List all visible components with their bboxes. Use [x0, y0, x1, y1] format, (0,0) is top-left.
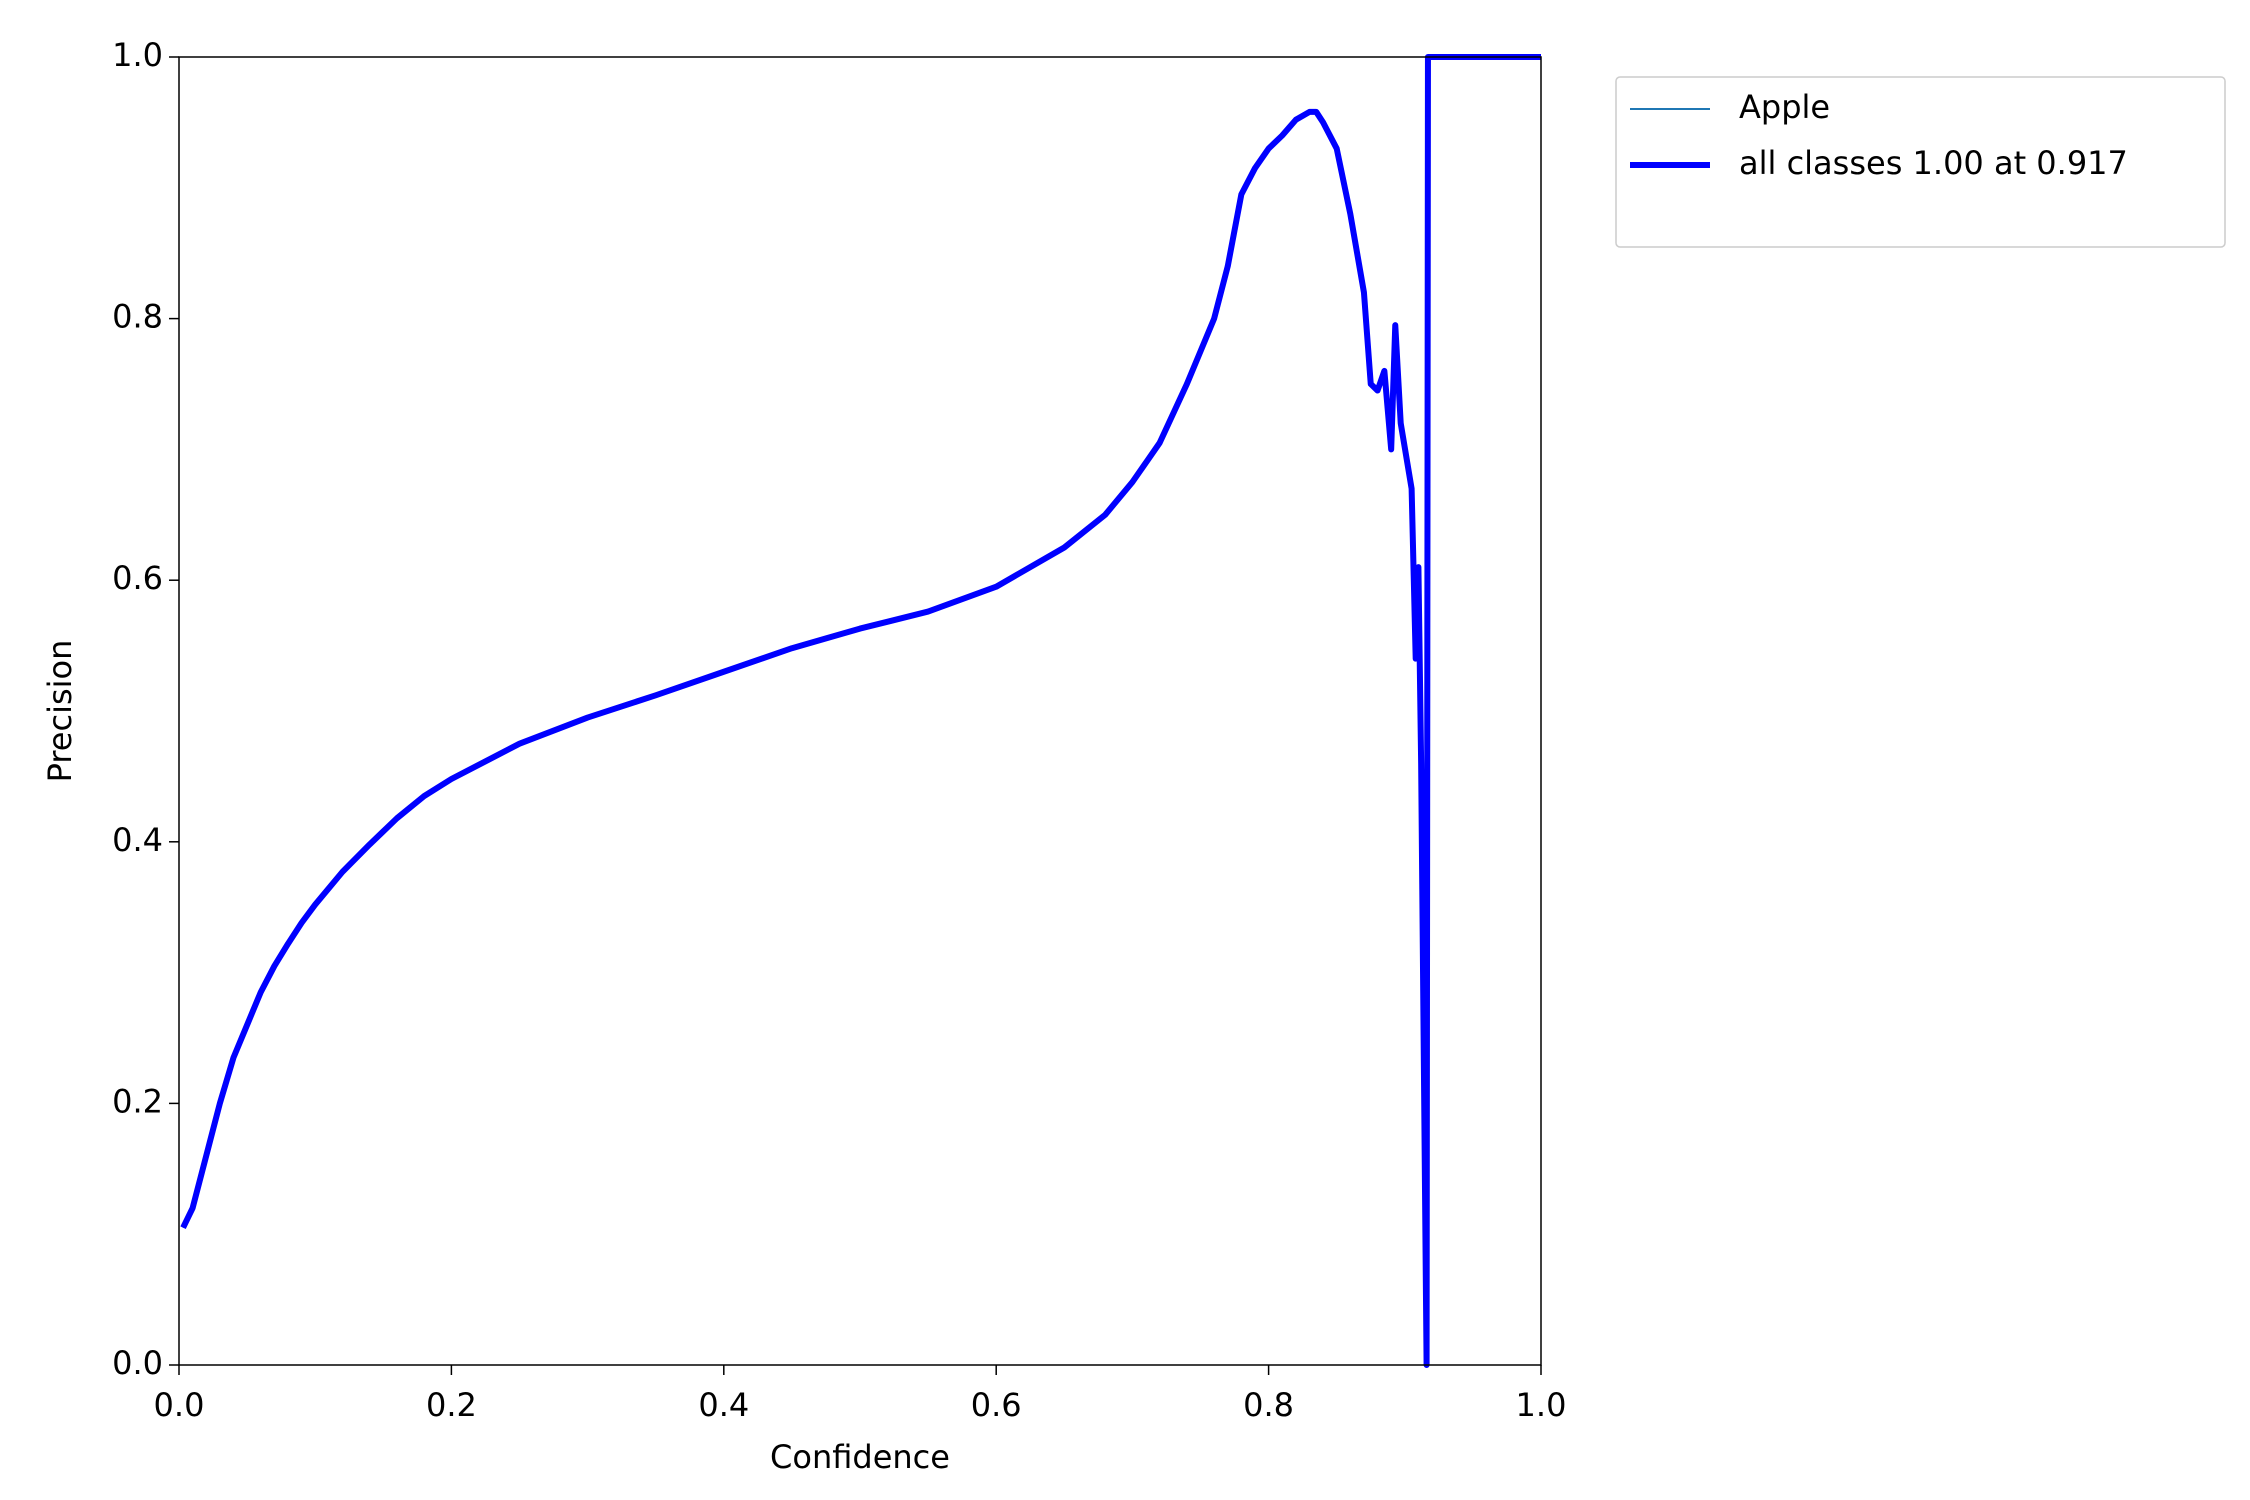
y-tick-label: 0.2 [112, 1082, 163, 1120]
x-tick-label: 0.4 [698, 1386, 749, 1424]
legend: Apple all classes 1.00 at 0.917 [1615, 76, 2226, 248]
x-tick-label: 0.0 [154, 1386, 205, 1424]
x-tick-label: 0.6 [971, 1386, 1022, 1424]
y-tick-label: 0.0 [112, 1344, 163, 1382]
y-tick-label: 0.8 [112, 298, 163, 336]
legend-label: Apple [1739, 88, 1830, 126]
legend-box [1615, 76, 2226, 248]
x-tick-label: 0.8 [1243, 1386, 1294, 1424]
y-axis-label: Precision [41, 640, 79, 783]
y-tick-label: 1.0 [112, 36, 163, 74]
x-axis-label: Confidence [770, 1438, 950, 1476]
legend-label: all classes 1.00 at 0.917 [1739, 144, 2128, 182]
y-tick-label: 0.4 [112, 821, 163, 859]
y-tick-label: 0.6 [112, 559, 163, 597]
line-series [180, 54, 1541, 1368]
x-tick-label: 0.2 [426, 1386, 477, 1424]
plot-frame [178, 56, 1542, 1366]
x-tick-label: 1.0 [1516, 1386, 1567, 1424]
